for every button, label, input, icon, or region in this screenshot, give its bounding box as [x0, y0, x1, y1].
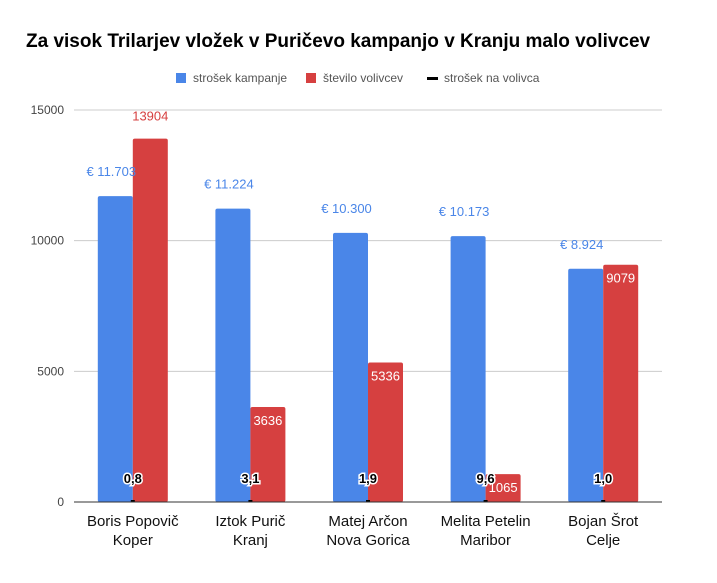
data-label-strosek-kampanje: € 10.173 — [439, 204, 490, 219]
bar-strosek-kampanje — [333, 232, 368, 502]
legend-label-2: število volivcev — [323, 71, 403, 85]
x-tick-label: Bojan Šrot — [568, 513, 639, 530]
data-label-stevilo-volivcev: 3636 — [253, 413, 282, 428]
legend: strošek kampanje število volivcev strošek … — [176, 71, 540, 85]
chart-title: Za visok Trilarjev vložek v Puričevo kam… — [26, 31, 651, 52]
x-axis: Boris Popovič Koper Iztok Purič Kranj Matej … — [74, 501, 662, 549]
data-label-strosek-na-volivca: 0,8 — [124, 471, 142, 486]
y-tick-label: 5000 — [37, 364, 64, 378]
bars — [97, 138, 639, 502]
bar-strosek-kampanje — [215, 208, 251, 502]
legend-label-1: strošek kampanje — [193, 71, 287, 85]
bar-strosek-na-volivca — [130, 500, 135, 502]
bar-strosek-na-volivca — [483, 500, 488, 502]
data-label-strosek-na-volivca: 1,9 — [359, 471, 377, 486]
x-tick-label: Kranj — [233, 532, 268, 549]
x-tick-label: Matej Arčon — [328, 513, 407, 530]
legend-swatch-2 — [306, 73, 316, 83]
data-label-stevilo-volivcev: 13904 — [132, 109, 168, 124]
data-label-stevilo-volivcev: 1065 — [489, 480, 518, 495]
bar-strosek-na-volivca — [366, 500, 370, 502]
bar-stevilo-volivcev — [132, 138, 168, 502]
data-label-strosek-kampanje: € 10.300 — [321, 201, 372, 216]
x-tick-label: Koper — [113, 532, 153, 549]
x-tick-label: Boris Popovič — [87, 513, 179, 530]
bar-stevilo-volivcev — [603, 264, 639, 502]
data-label-strosek-kampanje: € 11.224 — [204, 177, 254, 192]
bar-strosek-kampanje — [450, 236, 486, 502]
data-label-strosek-na-volivca: 9,6 — [477, 471, 495, 486]
bar-strosek-kampanje — [568, 268, 604, 502]
x-tick-label: Celje — [586, 532, 620, 549]
y-tick-label: 0 — [57, 495, 64, 509]
data-label-strosek-na-volivca: 3,1 — [241, 471, 259, 486]
data-labels: € 11.703 13904 0,8 € 11.224 3636 3,1 € 10.300 5… — [86, 109, 635, 496]
y-tick-label: 10000 — [31, 234, 65, 248]
data-label-strosek-kampanje: € 11.703 — [86, 164, 136, 179]
x-tick-label: Iztok Purič — [215, 513, 286, 530]
x-tick-label: Maribor — [460, 532, 511, 549]
bar-strosek-na-volivca — [601, 500, 606, 502]
data-label-stevilo-volivcev: 5336 — [371, 369, 400, 384]
x-tick-label: Melita Petelin — [441, 513, 531, 530]
bar-strosek-kampanje — [97, 196, 133, 502]
legend-swatch-1 — [176, 73, 186, 83]
x-tick-label: Nova Gorica — [326, 532, 410, 549]
bar-strosek-na-volivca — [248, 500, 253, 502]
legend-label-3: strošek na volivca — [444, 71, 540, 85]
data-label-strosek-na-volivca: 1,0 — [594, 471, 612, 486]
data-label-stevilo-volivcev: 9079 — [606, 271, 635, 286]
bar-stevilo-volivcev — [485, 474, 521, 502]
legend-swatch-3 — [427, 77, 438, 80]
y-tick-label: 15000 — [31, 103, 65, 117]
bar-stevilo-volivcev — [368, 362, 403, 502]
bar-stevilo-volivcev — [250, 406, 286, 502]
data-label-strosek-kampanje: € 8.924 — [560, 237, 603, 252]
